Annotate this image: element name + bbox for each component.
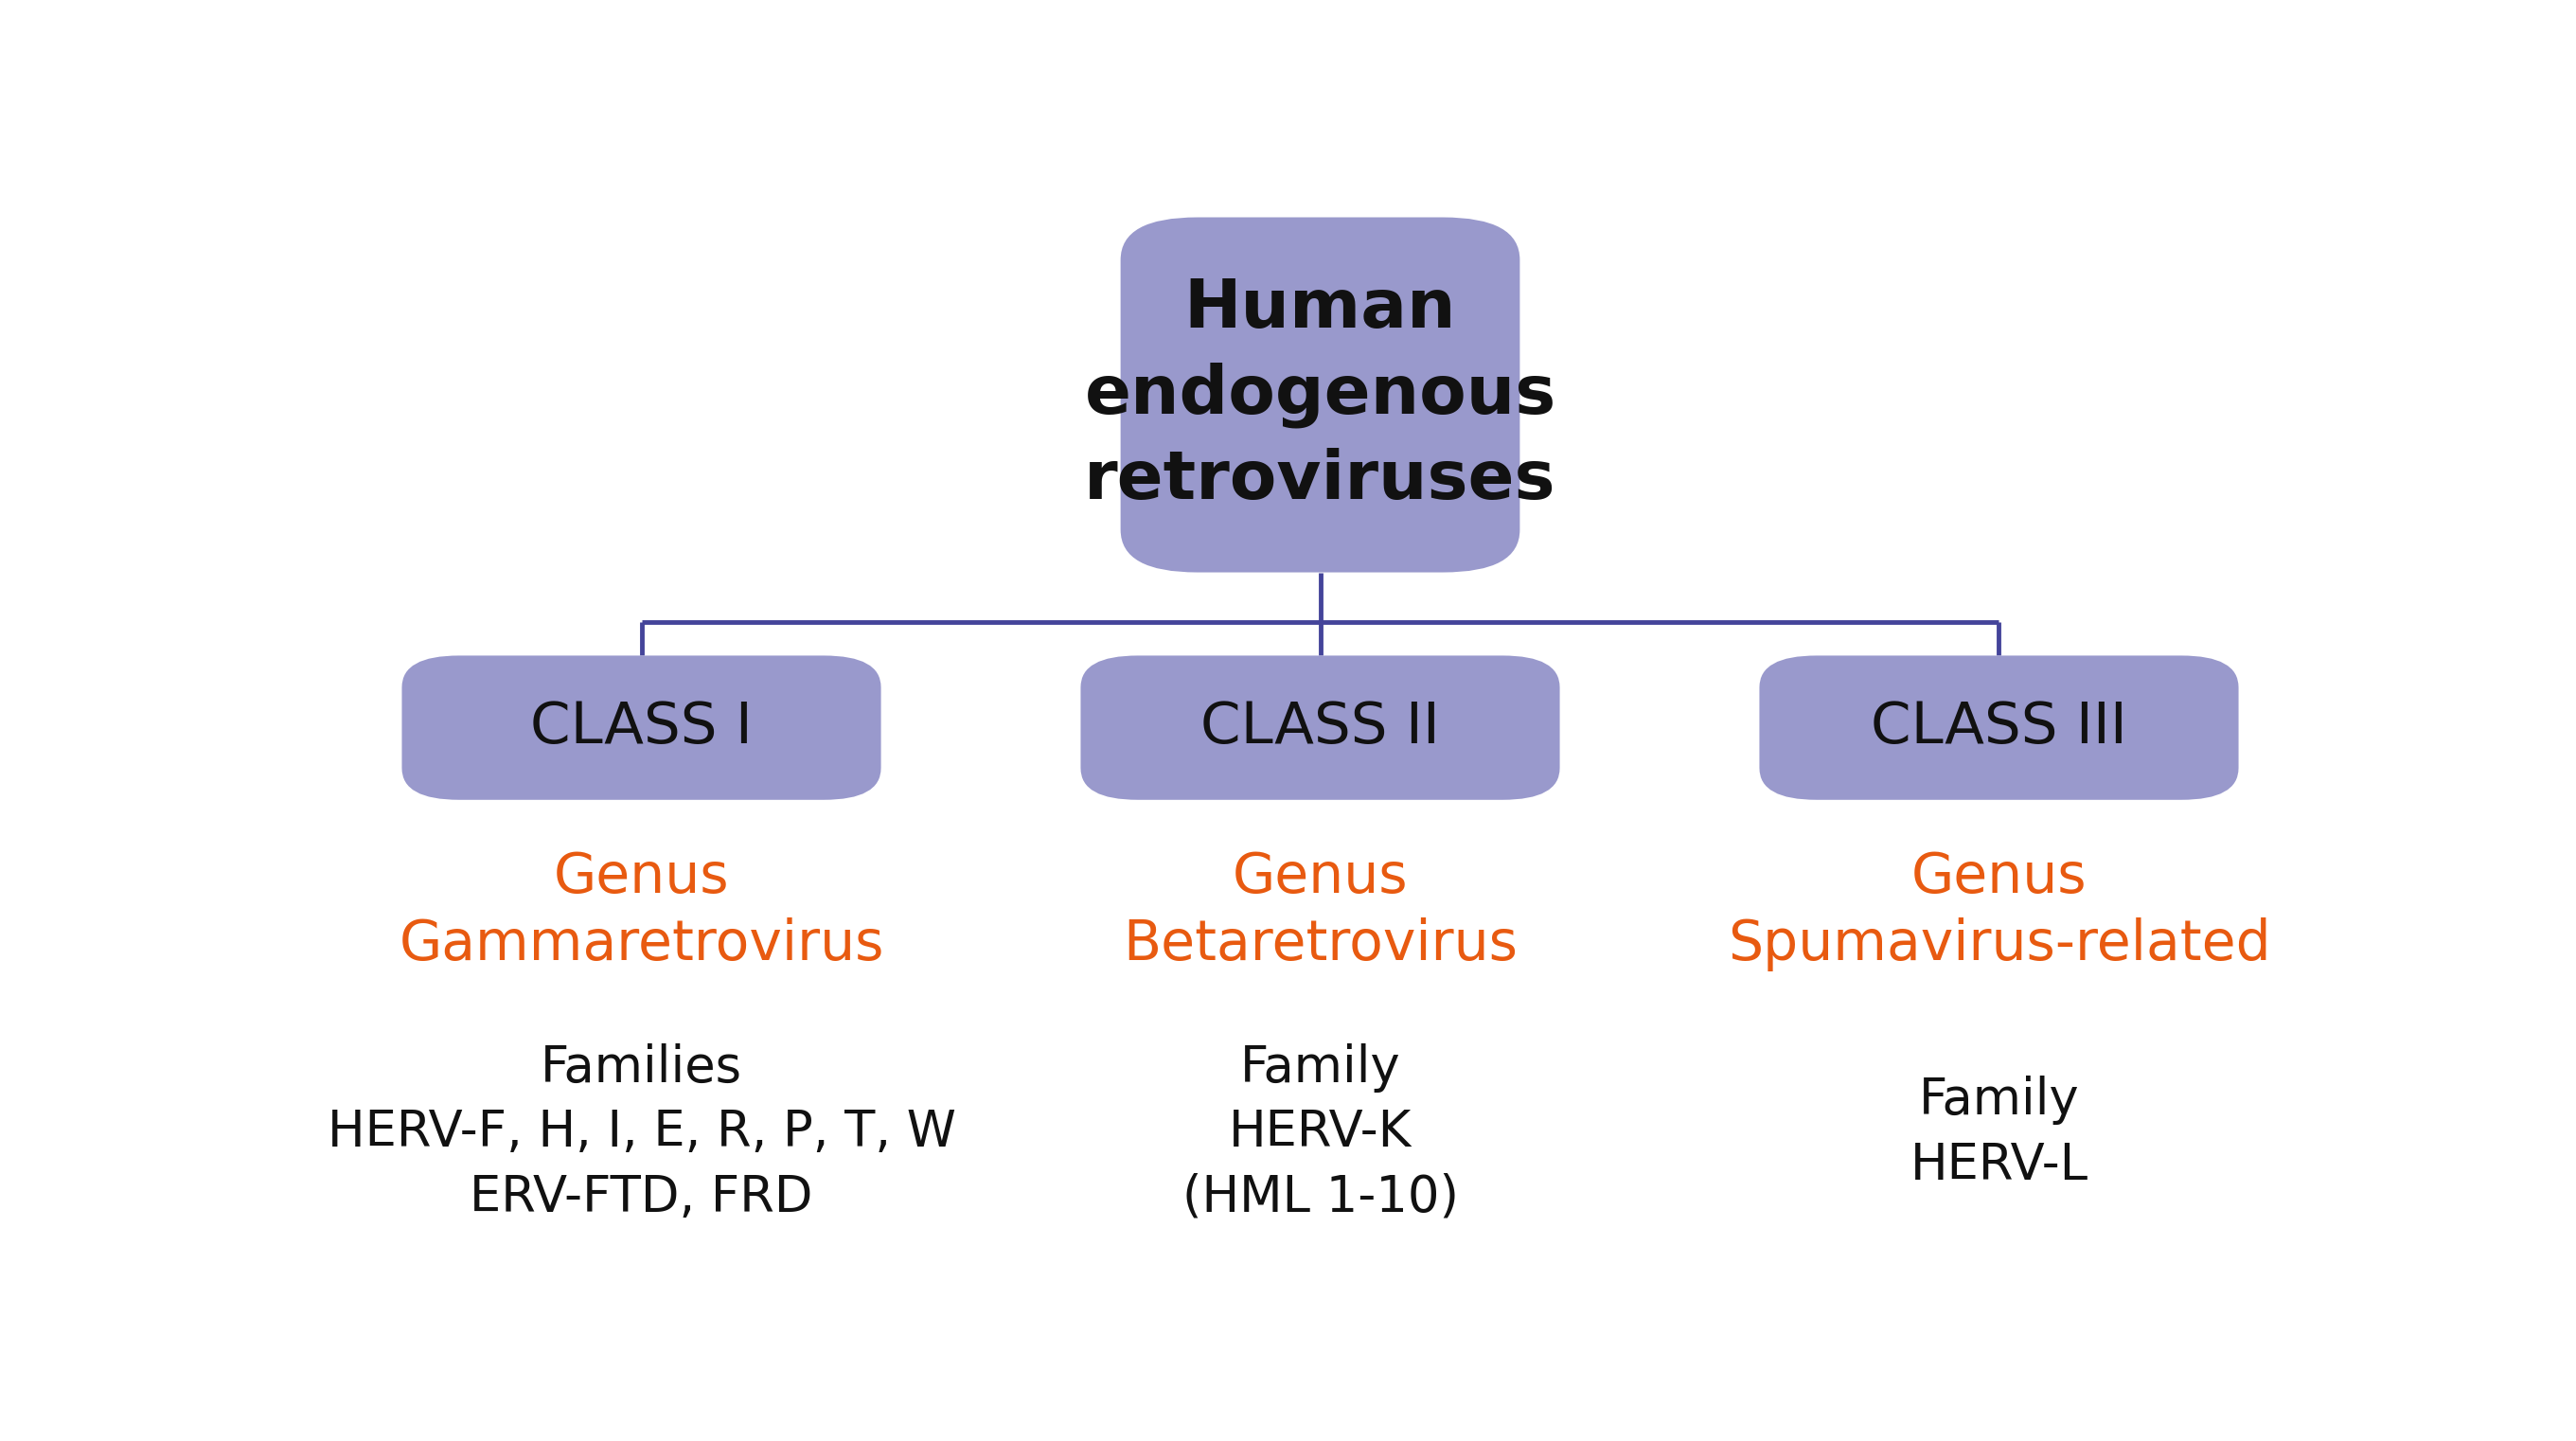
Text: Genus
Betaretrovirus: Genus Betaretrovirus bbox=[1123, 850, 1517, 971]
FancyBboxPatch shape bbox=[402, 656, 881, 800]
Text: CLASS I: CLASS I bbox=[531, 700, 752, 755]
Text: Human
endogenous
retroviruses: Human endogenous retroviruses bbox=[1084, 277, 1556, 513]
Text: Genus
Spumavirus-related: Genus Spumavirus-related bbox=[1728, 850, 2269, 971]
Text: Families
HERV-F, H, I, E, R, P, T, W
ERV-FTD, FRD: Families HERV-F, H, I, E, R, P, T, W ERV… bbox=[327, 1043, 956, 1222]
FancyBboxPatch shape bbox=[1121, 218, 1520, 572]
FancyBboxPatch shape bbox=[1082, 656, 1561, 800]
Text: CLASS II: CLASS II bbox=[1200, 700, 1440, 755]
Text: Family
HERV-L: Family HERV-L bbox=[1909, 1075, 2089, 1190]
Text: Family
HERV-K
(HML 1-10): Family HERV-K (HML 1-10) bbox=[1182, 1043, 1458, 1222]
Text: CLASS III: CLASS III bbox=[1870, 700, 2128, 755]
FancyBboxPatch shape bbox=[1759, 656, 2239, 800]
Text: Genus
Gammaretrovirus: Genus Gammaretrovirus bbox=[399, 850, 884, 971]
